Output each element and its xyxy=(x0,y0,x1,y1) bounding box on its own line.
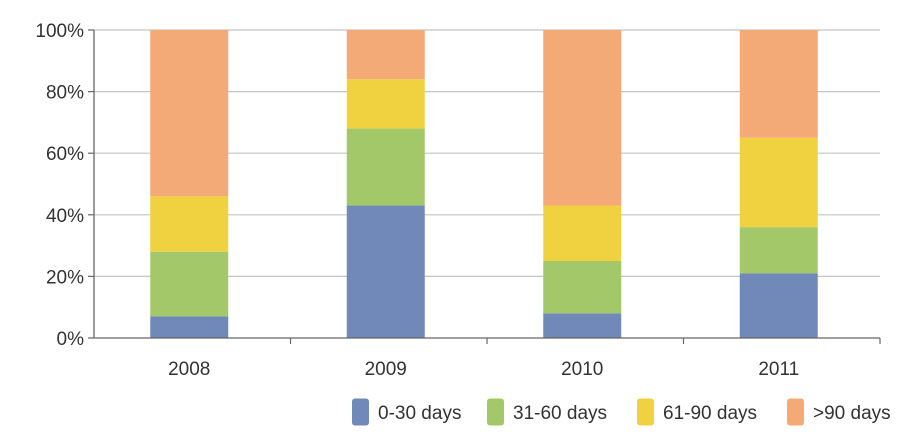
x-axis-ticks: 2008 2009 2010 2011 xyxy=(168,338,881,380)
bar-segment xyxy=(739,137,818,228)
x-tick-label: 2010 xyxy=(561,359,603,380)
x-tick-label: 2009 xyxy=(365,359,407,380)
legend-swatch xyxy=(487,398,504,426)
bar-segment xyxy=(150,251,229,317)
legend-label: 0-30 days xyxy=(378,403,461,424)
bar-segment xyxy=(543,205,622,261)
bar-segment xyxy=(739,227,818,274)
bar-segment xyxy=(739,273,818,338)
bar-segment xyxy=(346,128,425,206)
bar-segment xyxy=(346,79,425,129)
bar-segment xyxy=(543,30,622,206)
x-tick-label: 2011 xyxy=(758,359,799,380)
legend-swatch xyxy=(352,398,369,426)
legend-label: >90 days xyxy=(813,403,891,424)
y-tick-label: 100% xyxy=(35,21,84,42)
legend-label: 61-90 days xyxy=(663,403,757,424)
bar-segment xyxy=(346,30,425,80)
legend-swatch xyxy=(637,398,654,426)
y-axis-ticks: 0% 20% 40% 60% 80% 100% xyxy=(35,21,94,350)
bar-segment xyxy=(150,196,229,252)
x-tick-label: 2008 xyxy=(168,359,210,380)
legend-swatch xyxy=(787,398,804,426)
y-tick-label: 80% xyxy=(46,83,84,104)
bar-stacks xyxy=(150,30,818,338)
y-tick-label: 40% xyxy=(46,206,84,227)
y-tick-label: 60% xyxy=(46,144,84,165)
legend: 0-30 days 31-60 days 61-90 days >90 days xyxy=(352,398,891,426)
bar-segment xyxy=(543,313,622,338)
y-tick-label: 20% xyxy=(46,267,84,288)
bar-segment xyxy=(150,316,229,338)
bar-segment xyxy=(150,30,229,197)
bar-segment xyxy=(739,30,818,138)
bar-segment xyxy=(346,205,425,338)
legend-label: 31-60 days xyxy=(513,403,607,424)
y-tick-label: 0% xyxy=(57,329,85,350)
bar-segment xyxy=(543,261,622,314)
